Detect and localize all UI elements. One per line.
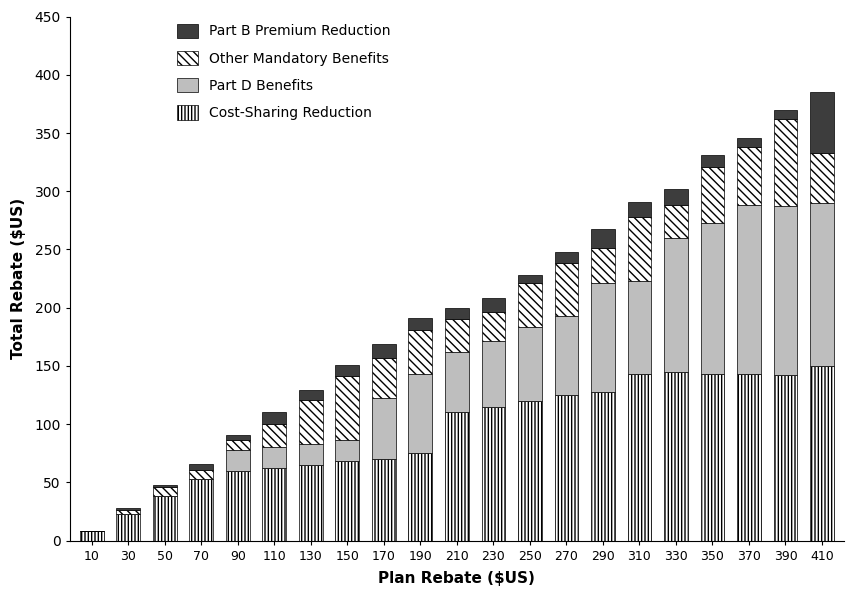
Bar (335, 441, 359, 461)
Bar (190, 479, 213, 540)
Bar (555, 395, 578, 540)
Bar (445, 319, 469, 352)
Bar (481, 407, 505, 540)
Bar (445, 307, 469, 319)
Bar (628, 202, 652, 217)
Bar (190, 469, 213, 479)
Bar (774, 375, 798, 540)
Bar (153, 485, 177, 487)
Bar (481, 298, 505, 312)
Bar (372, 358, 396, 398)
X-axis label: Plan Rebate ($US): Plan Rebate ($US) (379, 571, 535, 586)
Bar (811, 203, 834, 366)
Legend: Part B Premium Reduction, Other Mandatory Benefits, Part D Benefits, Cost-Sharin: Part B Premium Reduction, Other Mandator… (178, 23, 391, 120)
Bar (700, 374, 724, 540)
Bar (116, 510, 140, 514)
Bar (811, 93, 834, 153)
Bar (774, 110, 798, 119)
Bar (226, 450, 250, 470)
Bar (518, 401, 542, 540)
Bar (226, 435, 250, 441)
Bar (591, 229, 615, 248)
Bar (299, 399, 322, 444)
Bar (737, 138, 761, 147)
Bar (299, 444, 322, 465)
Bar (335, 461, 359, 540)
Bar (591, 283, 615, 392)
Bar (737, 205, 761, 374)
Bar (445, 413, 469, 540)
Bar (226, 470, 250, 540)
Bar (774, 207, 798, 375)
Bar (628, 374, 652, 540)
Bar (445, 352, 469, 413)
Bar (116, 514, 140, 540)
Bar (518, 283, 542, 328)
Bar (481, 312, 505, 341)
Y-axis label: Total Rebate ($US): Total Rebate ($US) (11, 198, 27, 359)
Bar (262, 413, 286, 424)
Bar (481, 341, 505, 407)
Bar (409, 374, 433, 453)
Bar (555, 316, 578, 395)
Bar (664, 372, 687, 540)
Bar (628, 281, 652, 374)
Bar (811, 153, 834, 203)
Bar (80, 531, 103, 540)
Bar (555, 263, 578, 316)
Bar (226, 441, 250, 450)
Bar (555, 252, 578, 263)
Bar (372, 398, 396, 459)
Bar (664, 238, 687, 372)
Bar (700, 155, 724, 167)
Bar (262, 447, 286, 468)
Bar (774, 119, 798, 207)
Bar (518, 275, 542, 283)
Bar (262, 468, 286, 540)
Bar (591, 392, 615, 540)
Bar (628, 217, 652, 281)
Bar (299, 390, 322, 399)
Bar (409, 330, 433, 374)
Bar (737, 147, 761, 205)
Bar (737, 374, 761, 540)
Bar (700, 167, 724, 223)
Bar (299, 465, 322, 540)
Bar (700, 223, 724, 374)
Bar (153, 487, 177, 496)
Bar (153, 496, 177, 540)
Bar (409, 453, 433, 540)
Bar (262, 424, 286, 447)
Bar (372, 344, 396, 358)
Bar (591, 248, 615, 283)
Bar (664, 189, 687, 205)
Bar (664, 205, 687, 238)
Bar (190, 464, 213, 469)
Bar (409, 318, 433, 330)
Bar (811, 366, 834, 540)
Bar (335, 365, 359, 376)
Bar (335, 376, 359, 441)
Bar (372, 459, 396, 540)
Bar (116, 508, 140, 510)
Bar (518, 328, 542, 401)
